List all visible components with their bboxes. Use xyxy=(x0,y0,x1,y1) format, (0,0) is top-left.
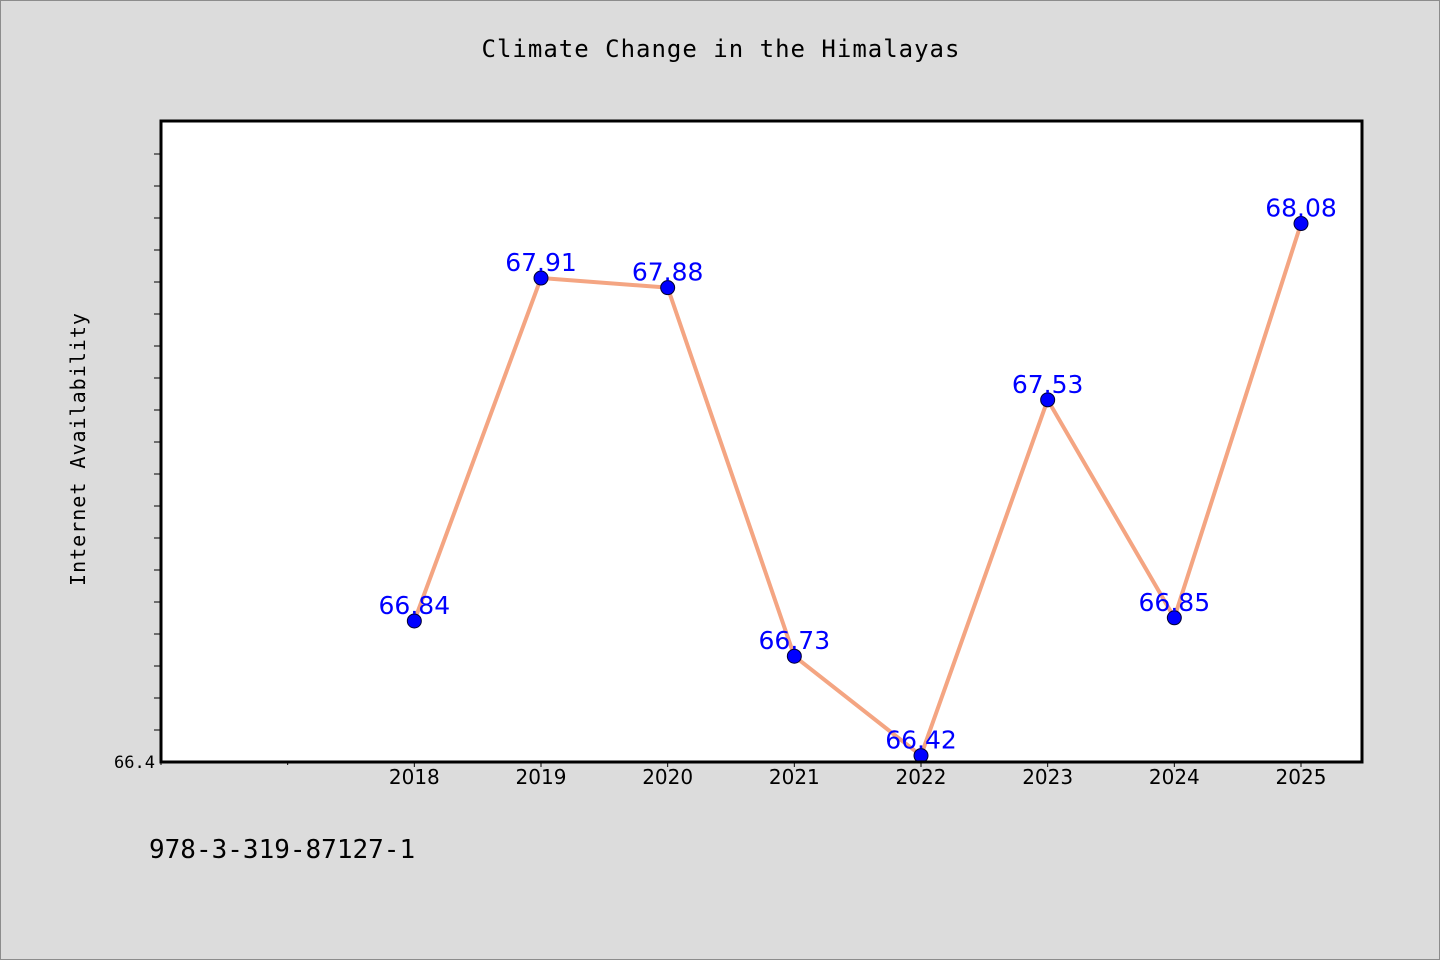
data-label: 66.85 xyxy=(1139,588,1211,617)
data-point xyxy=(533,270,549,286)
data-point xyxy=(1293,216,1309,232)
data-label: 67.88 xyxy=(632,258,704,287)
x-tick-label: 2020 xyxy=(642,765,693,789)
data-point xyxy=(786,648,802,664)
plot-frame xyxy=(159,119,1364,764)
plot-area xyxy=(161,121,1362,762)
x-tick-label: 2018 xyxy=(389,765,440,789)
x-tick-label: 2025 xyxy=(1276,765,1327,789)
data-label: 66.84 xyxy=(379,591,451,620)
data-label: 66.42 xyxy=(885,726,957,755)
chart-title: Climate Change in the Himalayas xyxy=(481,35,961,63)
x-tick-label: 2019 xyxy=(516,765,567,789)
data-point xyxy=(406,613,422,629)
data-label: 66.73 xyxy=(759,626,831,655)
footer-identifier: 978-3-319-87127-1 xyxy=(149,835,416,865)
x-tick-label: 2023 xyxy=(1022,765,1073,789)
series-line xyxy=(412,222,1303,758)
data-point xyxy=(1166,610,1182,626)
data-label: 68.08 xyxy=(1265,194,1337,223)
data-point xyxy=(660,280,676,296)
data-label: 67.53 xyxy=(1012,370,1084,399)
x-tick-label: 2022 xyxy=(896,765,947,789)
x-tick-label: 2024 xyxy=(1149,765,1200,789)
data-point xyxy=(1040,392,1056,408)
x-tick-label: 2021 xyxy=(769,765,820,789)
data-label: 67.91 xyxy=(505,248,577,277)
y-tick-label: 66.4 xyxy=(114,753,155,773)
